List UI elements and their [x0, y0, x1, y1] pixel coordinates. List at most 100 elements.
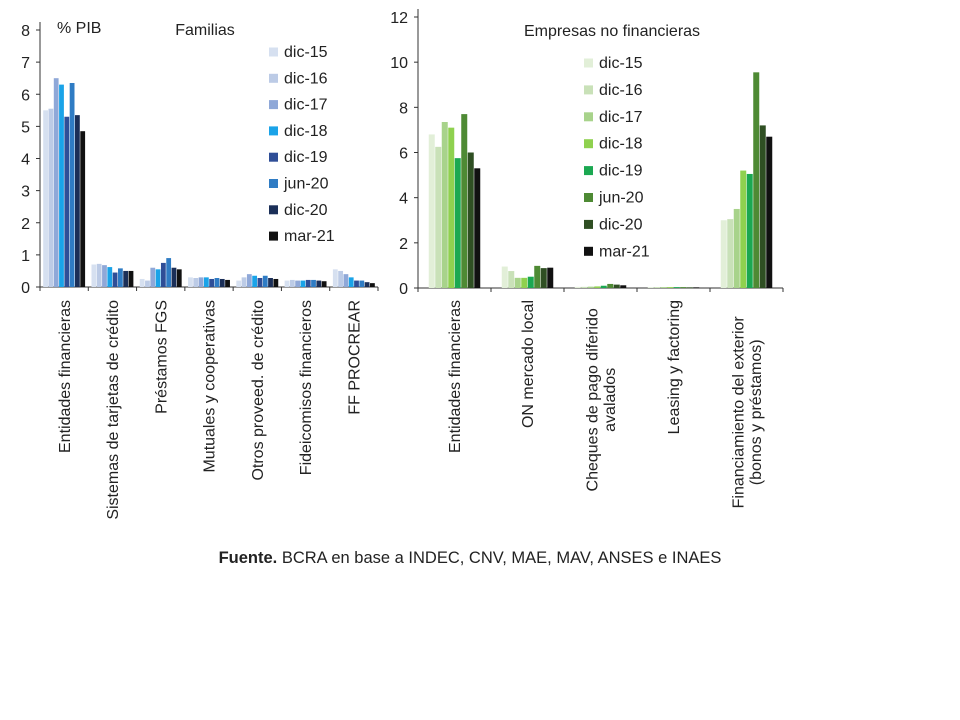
- legend-label-dic-17: dic-17: [599, 109, 643, 126]
- bar-jun-20-cat0: [69, 83, 75, 287]
- bar-mar-21-cat0: [80, 131, 86, 287]
- x-category-label: ON mercado local: [520, 300, 537, 428]
- bar-mar-21-cat3: [225, 279, 230, 287]
- legend-swatch-jun-20: [269, 179, 278, 188]
- bar-dic-17-cat2: [150, 267, 156, 287]
- legend-label-dic-17: dic-17: [284, 97, 328, 114]
- bar-dic-16-cat3: [654, 287, 661, 288]
- bar-dic-16-cat1: [96, 263, 102, 287]
- chart-title: Familias: [175, 22, 235, 39]
- bar-dic-17-cat1: [102, 265, 107, 287]
- legend-label-dic-18: dic-18: [599, 136, 643, 153]
- x-category-label: Leasing y factoring: [666, 300, 683, 434]
- bar-dic-20-cat0: [74, 115, 80, 287]
- bar-dic-15-cat4: [236, 280, 242, 287]
- bar-dic-19-cat4: [746, 173, 753, 288]
- bar-jun-20-cat2: [166, 258, 172, 287]
- y-tick-label: 1: [21, 248, 30, 265]
- chart-familias: 0 1 2 3 4 5 6 7 8 Entidades financieras Sistemas d…: [21, 20, 379, 520]
- bar-jun-20-cat4: [753, 72, 760, 289]
- legend-label-dic-18: dic-18: [284, 123, 328, 140]
- legend-label-dic-16: dic-16: [599, 82, 643, 99]
- bar-dic-20-cat2: [171, 267, 177, 287]
- legend: dic-15 dic-16 dic-17 dic-18 dic-19 jun-20 dic-…: [584, 55, 650, 260]
- bar-dic-19-cat6: [354, 280, 359, 287]
- bar-dic-15-cat4: [720, 220, 727, 288]
- bar-dic-19-cat0: [454, 158, 461, 288]
- y-tick-label: 12: [390, 10, 408, 27]
- y-tick-label: 6: [399, 146, 408, 163]
- legend-swatch-dic-17: [269, 100, 278, 110]
- bar-mar-21-cat1: [128, 270, 134, 287]
- legend-label-mar-21: mar-21: [599, 243, 650, 260]
- y-tick-label: 0: [399, 281, 408, 298]
- y-tick-label: 0: [21, 280, 30, 297]
- bar-dic-15-cat3: [647, 287, 654, 288]
- bar-dic-19-cat4: [257, 278, 263, 287]
- y-tick-label: 4: [399, 191, 408, 208]
- legend-swatch-dic-20: [269, 205, 278, 215]
- bar-dic-17-cat0: [441, 122, 448, 288]
- legend-label-dic-15: dic-15: [599, 55, 643, 72]
- bar-dic-20-cat0: [467, 152, 474, 288]
- bar-jun-20-cat0: [461, 114, 468, 288]
- bar-dic-18-cat6: [348, 277, 354, 287]
- bar-jun-20-cat1: [534, 265, 541, 288]
- bar-dic-16-cat4: [241, 277, 247, 287]
- bar-dic-15-cat3: [188, 277, 193, 287]
- bar-dic-16-cat1: [508, 271, 515, 288]
- bar-dic-16-cat2: [145, 280, 150, 287]
- bar-dic-17-cat3: [198, 277, 204, 287]
- legend-swatch-dic-16: [584, 85, 593, 95]
- legend-label-jun-20: jun-20: [598, 190, 644, 207]
- y-tick-label: 4: [21, 152, 30, 169]
- legend-swatch-mar-21: [584, 246, 593, 256]
- legend-label-dic-16: dic-16: [284, 70, 328, 87]
- bar-dic-15-cat0: [428, 134, 435, 288]
- bar-dic-19-cat0: [64, 116, 70, 287]
- bar-dic-16-cat4: [727, 219, 734, 288]
- legend-swatch-dic-20: [584, 219, 593, 229]
- bar-dic-20-cat1: [123, 270, 129, 287]
- bar-dic-17-cat3: [660, 287, 667, 288]
- x-category-label: Cheques de pago diferidoavalados: [584, 308, 619, 491]
- bar-dic-19-cat5: [305, 279, 311, 287]
- legend-swatch-dic-18: [584, 139, 593, 149]
- bar-dic-19-cat3: [673, 287, 680, 288]
- legend-swatch-dic-15: [269, 47, 278, 57]
- x-category-label: Otros proveed. de crédito: [250, 300, 267, 481]
- bar-dic-15-cat1: [501, 266, 508, 288]
- legend-swatch-mar-21: [269, 231, 278, 241]
- bar-mar-21-cat1: [547, 267, 554, 288]
- legend-label-dic-19: dic-19: [599, 163, 643, 180]
- bar-dic-17-cat4: [246, 274, 252, 287]
- bar-mar-21-cat6: [370, 283, 375, 287]
- bar-dic-19-cat1: [112, 272, 118, 287]
- bar-dic-15-cat6: [332, 269, 338, 287]
- legend-label-mar-21: mar-21: [284, 228, 335, 245]
- y-tick-label: 5: [21, 119, 30, 136]
- bar-mar-21-cat3: [693, 287, 700, 289]
- bar-jun-20-cat1: [117, 268, 123, 287]
- x-category-label: FF PROCREAR: [346, 300, 363, 415]
- y-tick-label: 2: [21, 216, 30, 233]
- bar-jun-20-cat6: [359, 280, 365, 287]
- x-category-label: Fideicomisos financieros: [298, 300, 315, 475]
- bar-dic-18-cat1: [521, 277, 528, 288]
- bar-dic-19-cat2: [160, 262, 166, 287]
- bar-dic-20-cat3: [219, 278, 225, 287]
- bar-dic-18-cat3: [667, 287, 674, 288]
- bar-dic-15-cat1: [91, 264, 97, 287]
- bar-dic-18-cat0: [59, 84, 64, 287]
- bar-mar-21-cat5: [321, 281, 327, 287]
- legend-label-dic-19: dic-19: [284, 149, 328, 166]
- legend-label-dic-15: dic-15: [284, 44, 328, 61]
- bar-dic-17-cat0: [53, 78, 59, 287]
- bar-dic-20-cat6: [364, 282, 370, 287]
- bar-dic-20-cat1: [540, 268, 547, 288]
- legend-label-dic-20: dic-20: [599, 216, 643, 233]
- bar-mar-21-cat2: [176, 269, 182, 287]
- y-tick-label: 2: [399, 236, 408, 253]
- y-tick-label: 8: [399, 100, 408, 117]
